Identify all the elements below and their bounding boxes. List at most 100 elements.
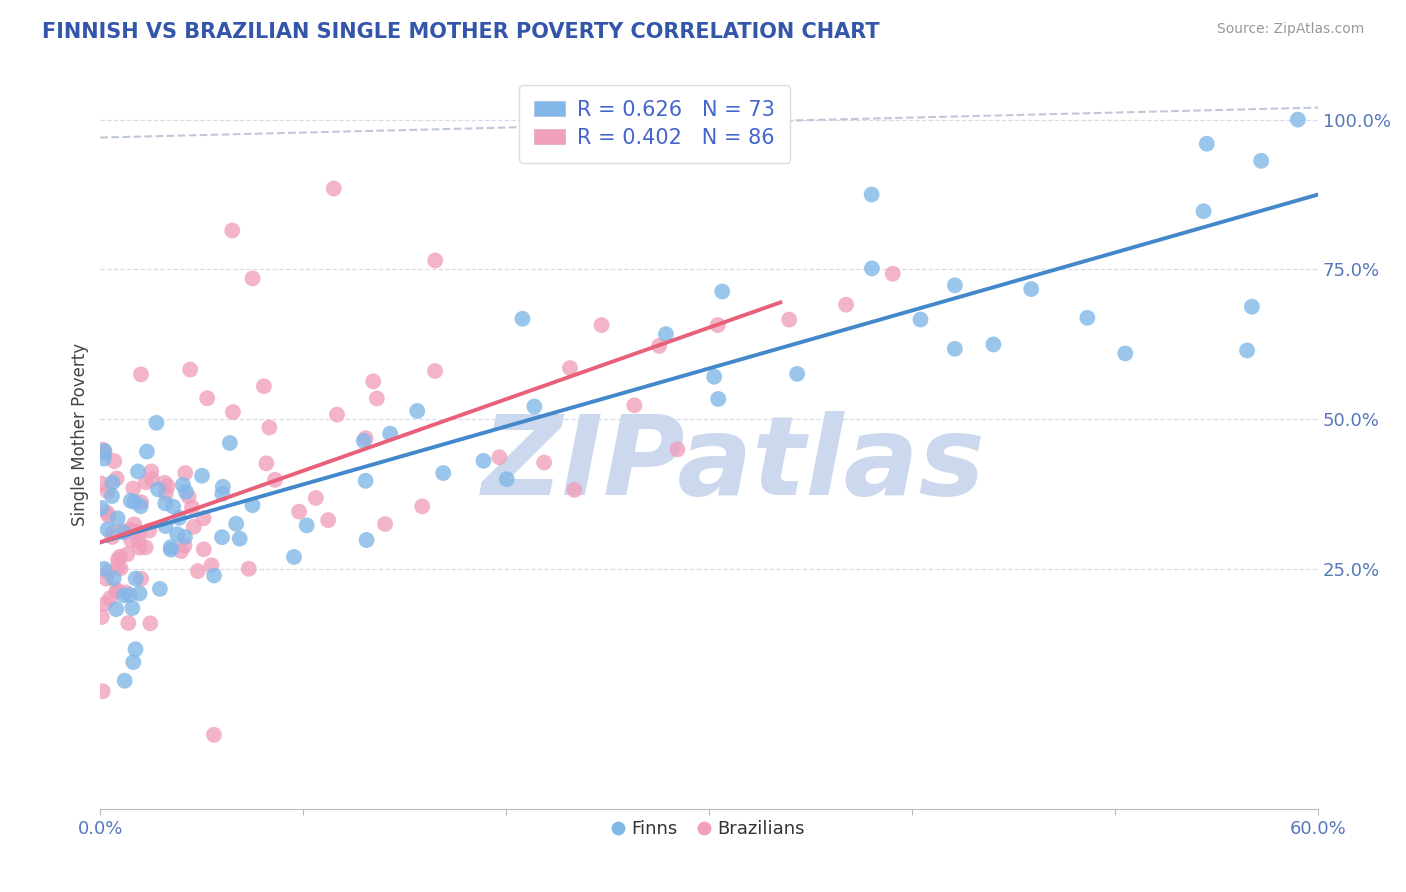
Point [90, 476, 112, 491]
Point [495, 472, 517, 486]
Point [1236, 343, 1258, 358]
Point [211, 480, 233, 494]
Point [96, 572, 118, 586]
Point [101, 489, 124, 503]
Point [112, 525, 135, 540]
Point [558, 361, 581, 376]
Point [242, 271, 264, 285]
Point [1076, 310, 1098, 325]
Point [193, 542, 215, 557]
Point [211, 487, 233, 501]
Point [228, 532, 250, 546]
Point [648, 339, 671, 353]
Point [128, 541, 150, 555]
Point [90, 610, 112, 624]
Point [139, 616, 162, 631]
Point [114, 585, 136, 599]
Point [124, 642, 146, 657]
Point [101, 475, 124, 490]
Point [179, 362, 201, 376]
Point [107, 511, 129, 525]
Point [221, 223, 243, 237]
Point [97, 565, 120, 579]
Point [191, 468, 214, 483]
Point [121, 601, 143, 615]
Point [425, 253, 447, 268]
Point [778, 312, 800, 326]
Point [138, 524, 160, 538]
Text: ZIPatlas: ZIPatlas [482, 411, 986, 518]
Point [97, 522, 120, 536]
Point [835, 298, 858, 312]
Point [374, 516, 396, 531]
Point [655, 327, 678, 342]
Point [145, 416, 167, 430]
Point [254, 456, 277, 470]
Point [146, 483, 169, 497]
Point [112, 588, 135, 602]
Point [1250, 153, 1272, 168]
Point [253, 379, 276, 393]
Point [623, 398, 645, 412]
Point [155, 486, 177, 500]
Point [118, 523, 141, 537]
Point [283, 549, 305, 564]
Point [193, 511, 215, 525]
Point [354, 474, 377, 488]
Point [326, 408, 349, 422]
Point [288, 505, 311, 519]
Point [238, 562, 260, 576]
Point [128, 534, 150, 549]
Point [200, 558, 222, 573]
Point [103, 571, 125, 585]
Point [411, 500, 433, 514]
Point [523, 400, 546, 414]
Point [1195, 136, 1218, 151]
Point [356, 533, 378, 547]
Point [183, 520, 205, 534]
Point [174, 530, 197, 544]
Point [322, 181, 344, 195]
Point [910, 312, 932, 326]
Point [101, 525, 124, 540]
Point [129, 495, 152, 509]
Point [707, 318, 730, 332]
Point [860, 187, 883, 202]
Point [172, 478, 194, 492]
Point [1240, 300, 1263, 314]
Point [512, 311, 534, 326]
Point [533, 455, 555, 469]
Point [1286, 112, 1309, 127]
Point [353, 434, 375, 448]
Point [107, 552, 129, 566]
Point [107, 560, 129, 574]
Point [242, 498, 264, 512]
Point [218, 436, 240, 450]
Point [711, 285, 734, 299]
Point [361, 375, 384, 389]
Point [96, 506, 118, 520]
Point [93, 444, 115, 458]
Point [105, 602, 128, 616]
Point [149, 582, 172, 596]
Point [110, 561, 132, 575]
Point [118, 588, 141, 602]
Point [97, 484, 120, 499]
Point [141, 472, 163, 486]
Point [366, 392, 388, 406]
Point [108, 549, 131, 564]
Point [707, 392, 730, 406]
Point [91, 684, 114, 698]
Point [135, 444, 157, 458]
Point [105, 471, 128, 485]
Point [666, 442, 689, 457]
Point [120, 533, 142, 548]
Point [98, 591, 121, 606]
Point [786, 367, 808, 381]
Point [378, 426, 401, 441]
Point [159, 542, 181, 557]
Point [94, 597, 117, 611]
Point [202, 568, 225, 582]
Point [153, 475, 176, 490]
Point [122, 517, 145, 532]
